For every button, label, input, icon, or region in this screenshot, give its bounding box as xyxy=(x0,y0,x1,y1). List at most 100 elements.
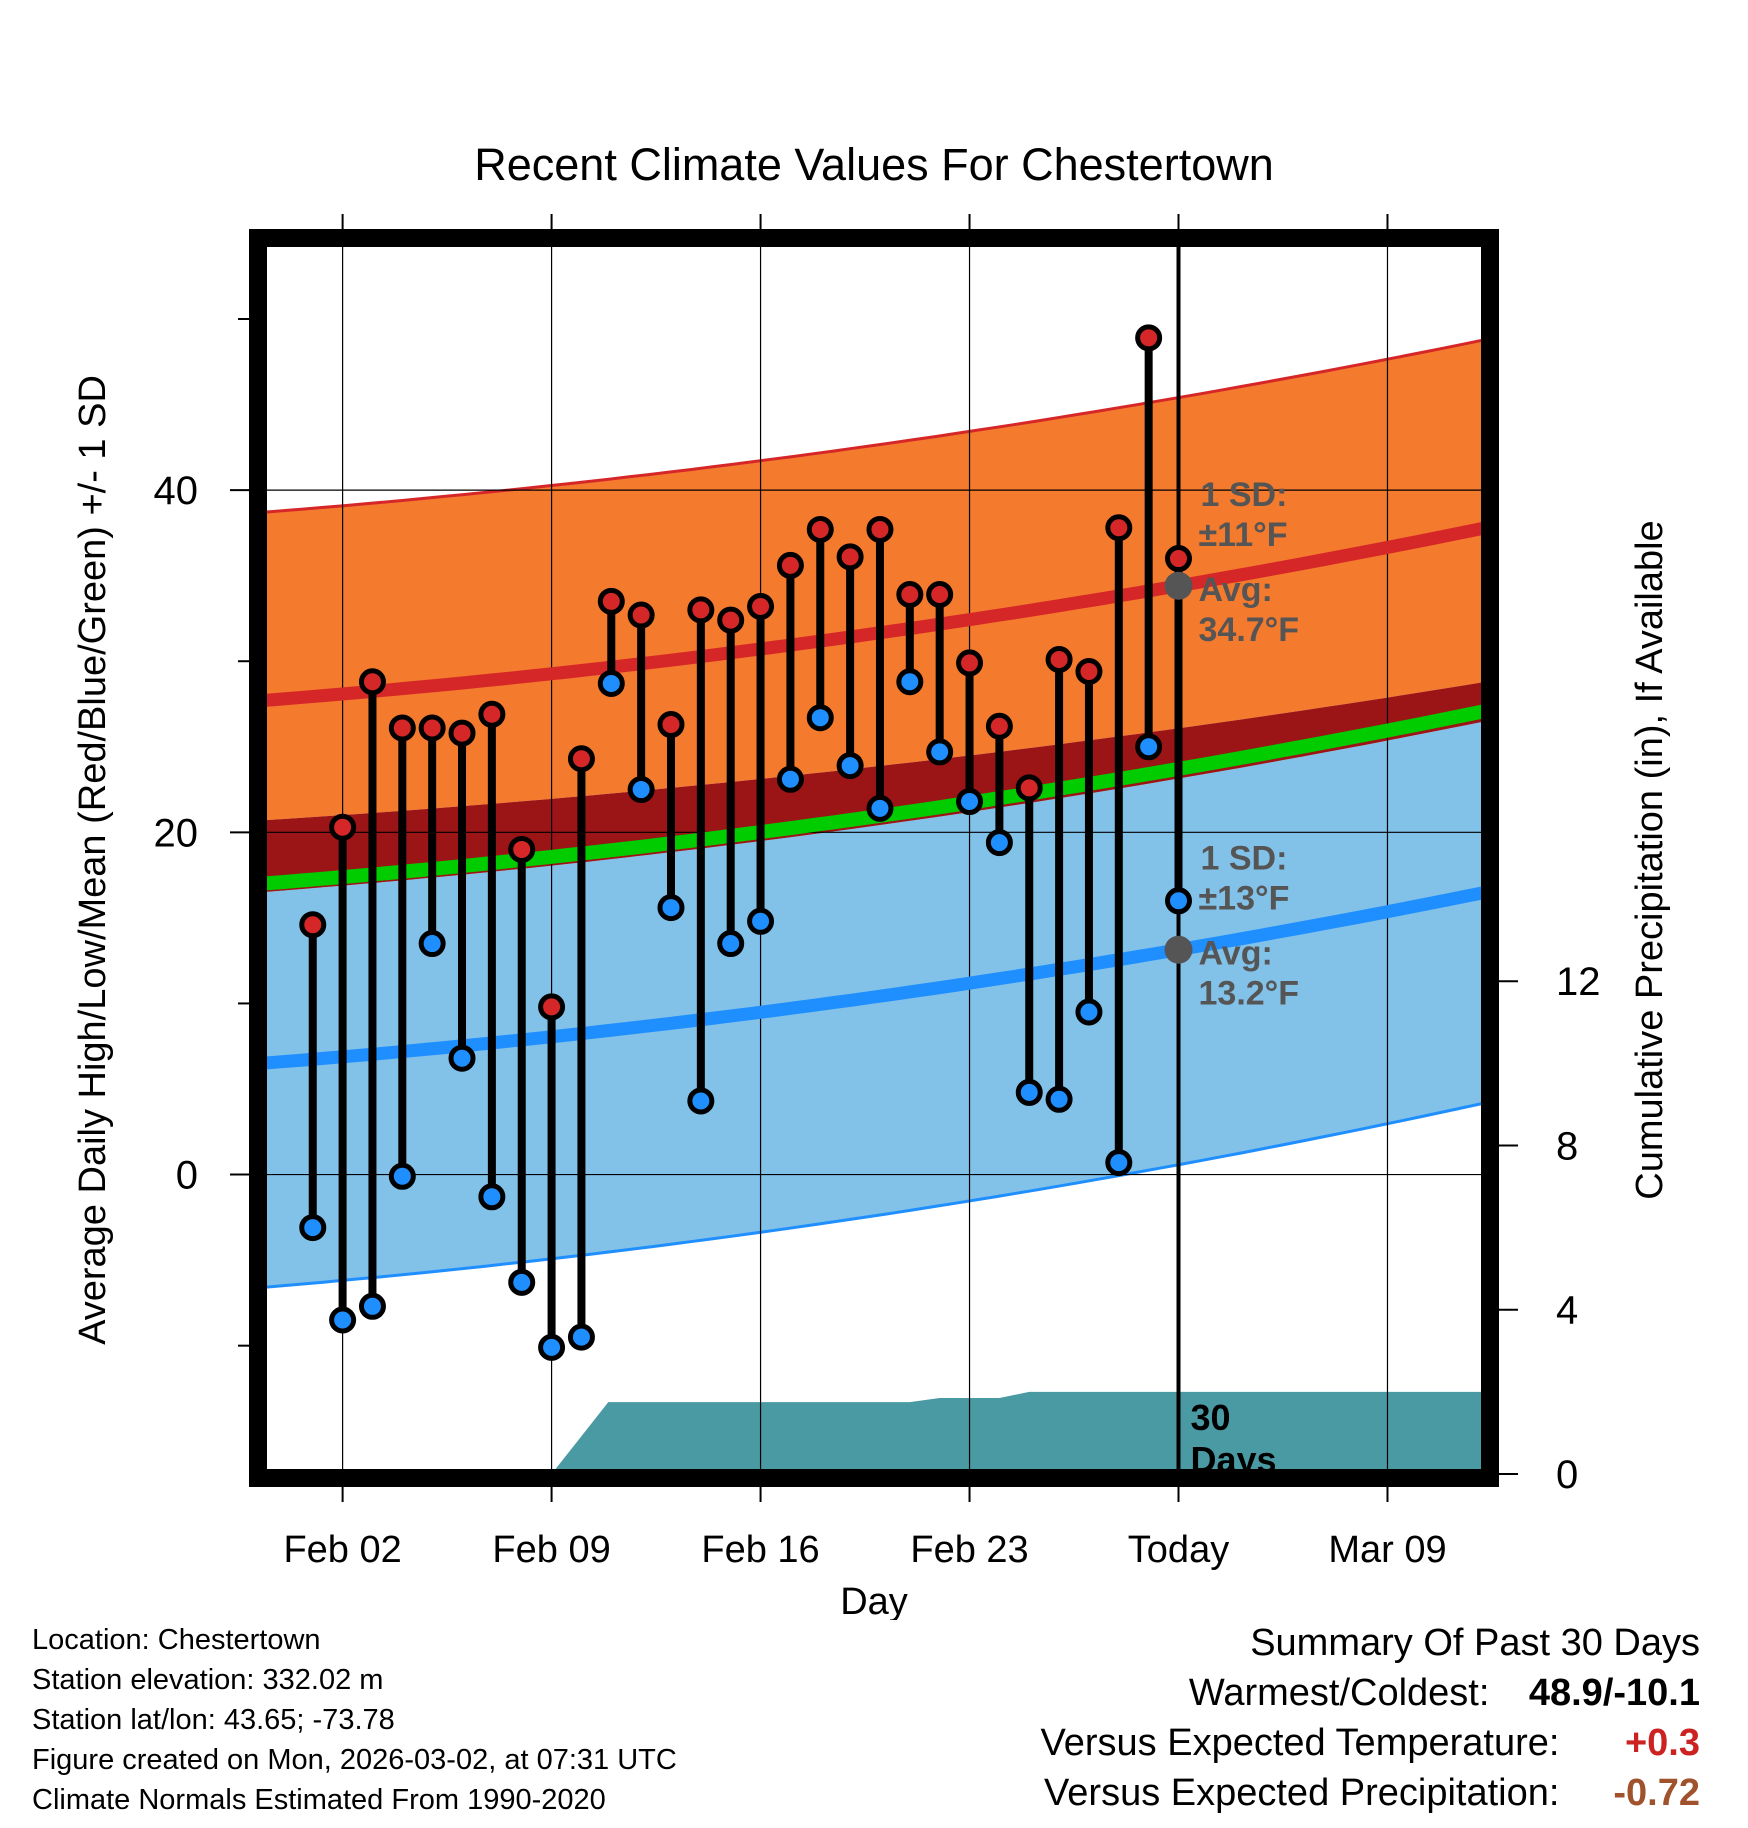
precip-label: Versus Expected Precipitation: xyxy=(1044,1772,1560,1814)
precip-value: -0.72 xyxy=(1613,1772,1700,1814)
daily-high-point xyxy=(1045,646,1073,674)
y2-axis-label: Cumulative Precipitation (in), If Availa… xyxy=(1629,520,1671,1199)
elevation-text: Station elevation: 332.02 m xyxy=(32,1664,384,1696)
daily-low-point xyxy=(866,794,894,822)
high-sd-value: ±11°F xyxy=(1199,516,1288,554)
daily-high-point xyxy=(329,813,357,841)
x-tick-label: Today xyxy=(1128,1529,1229,1571)
daily-high-point xyxy=(896,580,924,608)
daily-low-point xyxy=(329,1306,357,1334)
daily-high-point xyxy=(1165,545,1193,573)
y-axis-label: Average Daily High/Low/Mean (Red/Blue/Gr… xyxy=(72,375,114,1345)
daily-high-point xyxy=(956,649,984,677)
daily-high-point xyxy=(687,596,715,624)
x-tick-label: Mar 09 xyxy=(1328,1529,1446,1571)
precip-row: Versus Expected Precipitation: -0.72 xyxy=(1041,1768,1700,1818)
temp-value: +0.3 xyxy=(1624,1722,1700,1764)
daily-low-point xyxy=(657,894,685,922)
warm-cold-value: 48.9/-10.1 xyxy=(1528,1672,1700,1714)
daily-low-point xyxy=(896,668,924,696)
daily-low-point xyxy=(478,1183,506,1211)
daily-high-point xyxy=(747,592,775,620)
y-tick-label: 40 xyxy=(154,469,199,513)
daily-low-point xyxy=(538,1333,566,1361)
warm-cold-row: Warmest/Coldest: 48.9/-10.1 xyxy=(1041,1668,1700,1718)
precip-area xyxy=(262,1391,1486,1474)
daily-high-point xyxy=(299,911,327,939)
daily-high-point xyxy=(717,606,745,634)
daily-low-point xyxy=(627,776,655,804)
y2-tick-label: 4 xyxy=(1556,1289,1578,1333)
daily-low-point xyxy=(597,669,625,697)
daily-low-point xyxy=(926,738,954,766)
daily-low-point xyxy=(388,1162,416,1190)
low-avg-value: 13.2°F xyxy=(1199,975,1300,1013)
daily-low-point xyxy=(299,1214,327,1242)
precip-fill xyxy=(262,1391,1486,1474)
daily-low-point xyxy=(1165,887,1193,915)
location-text: Location: Chestertown xyxy=(32,1624,321,1656)
daily-high-point xyxy=(508,835,536,863)
high-avg-marker xyxy=(1164,571,1193,600)
climate-chart: Recent Climate Values For Chestertown 1 … xyxy=(72,139,1671,1620)
daily-high-point xyxy=(985,712,1013,740)
daily-low-point xyxy=(956,788,984,816)
latlon-text: Station lat/lon: 43.65; -73.78 xyxy=(32,1704,395,1736)
normal-high-line xyxy=(262,521,1486,708)
temp-row: Versus Expected Temperature: +0.3 xyxy=(1041,1718,1700,1768)
daily-low-point xyxy=(1105,1149,1133,1177)
daily-low-point xyxy=(448,1044,476,1072)
low-sd-label: 1 SD: xyxy=(1201,840,1288,878)
daily-high-point xyxy=(418,714,446,742)
daily-low-point xyxy=(687,1087,715,1115)
daily-high-point xyxy=(627,601,655,629)
summary-panel: Summary Of Past 30 Days Warmest/Coldest:… xyxy=(1041,1618,1700,1818)
daily-low-point xyxy=(358,1292,386,1320)
high-avg-label: Avg: xyxy=(1199,571,1273,609)
daily-high-point xyxy=(388,714,416,742)
x-tick-label: Feb 16 xyxy=(701,1529,819,1571)
daily-high-point xyxy=(926,580,954,608)
daily-high-point xyxy=(538,993,566,1021)
x-tick-label: Feb 23 xyxy=(910,1529,1028,1571)
x-tick-label: Feb 09 xyxy=(492,1529,610,1571)
daily-low-point xyxy=(836,752,864,780)
warm-cold-label: Warmest/Coldest: xyxy=(1188,1672,1490,1714)
daily-low-point xyxy=(1015,1078,1043,1106)
daily-high-point xyxy=(478,700,506,728)
summary-title: Summary Of Past 30 Days xyxy=(1250,1622,1700,1664)
low-avg-marker xyxy=(1164,935,1193,964)
daily-high-point xyxy=(448,719,476,747)
daily-low-point xyxy=(567,1323,595,1351)
high-sd-label: 1 SD: xyxy=(1201,476,1288,514)
daily-low-point xyxy=(747,907,775,935)
normals-text: Climate Normals Estimated From 1990-2020 xyxy=(32,1784,606,1816)
daily-low-point xyxy=(1075,998,1103,1026)
x-axis-label: Day xyxy=(840,1581,908,1620)
low-sd-value: ±13°F xyxy=(1199,880,1290,918)
high-plus-sd-edge xyxy=(262,338,1486,514)
daily-high-point xyxy=(1105,514,1133,542)
daily-low-point xyxy=(985,829,1013,857)
daily-low-point xyxy=(1135,733,1163,761)
days-label-number: 30 xyxy=(1191,1397,1231,1438)
high-avg-value: 34.7°F xyxy=(1199,611,1300,649)
low-minus-sd-edge xyxy=(262,1101,1486,1289)
y2-tick-label: 8 xyxy=(1556,1124,1578,1168)
daily-high-point xyxy=(657,711,685,739)
daily-low-point xyxy=(418,930,446,958)
daily-high-point xyxy=(866,515,894,543)
y-tick-label: 0 xyxy=(176,1154,198,1198)
daily-low-point xyxy=(717,930,745,958)
daily-high-point xyxy=(806,515,834,543)
y-tick-label: 20 xyxy=(154,811,199,855)
chart-title: Recent Climate Values For Chestertown xyxy=(474,139,1274,190)
daily-high-point xyxy=(1075,657,1103,685)
daily-high-point xyxy=(1015,774,1043,802)
daily-low-point xyxy=(776,765,804,793)
x-tick-label: Feb 02 xyxy=(283,1529,401,1571)
temp-label: Versus Expected Temperature: xyxy=(1040,1722,1560,1764)
daily-high-point xyxy=(597,587,625,615)
daily-high-point xyxy=(358,668,386,696)
y2-tick-label: 0 xyxy=(1556,1453,1578,1497)
